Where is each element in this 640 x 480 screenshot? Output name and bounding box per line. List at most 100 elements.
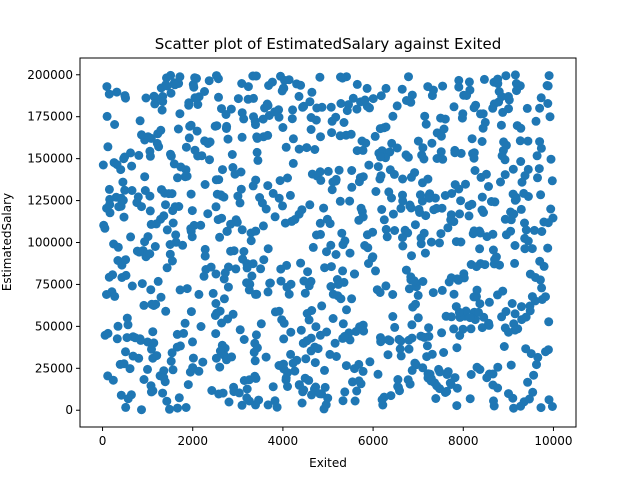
data-point: [244, 285, 254, 295]
data-point: [113, 321, 123, 331]
data-point: [166, 70, 176, 80]
data-point: [250, 356, 260, 366]
data-point: [529, 225, 539, 235]
data-point: [137, 130, 146, 140]
data-point: [190, 73, 200, 83]
data-point: [508, 164, 518, 174]
data-point: [288, 358, 298, 368]
data-point: [531, 273, 540, 282]
data-point: [145, 249, 155, 259]
data-point: [242, 278, 252, 288]
data-point: [263, 400, 273, 410]
data-point: [308, 242, 318, 252]
data-point: [270, 396, 280, 406]
data-point: [316, 175, 326, 185]
data-point: [452, 401, 462, 411]
data-point: [188, 353, 198, 363]
data-point: [198, 357, 208, 367]
data-point: [469, 103, 479, 113]
data-point: [203, 209, 213, 219]
data-point: [376, 333, 385, 343]
data-point: [387, 193, 396, 203]
data-point: [354, 376, 364, 386]
data-point: [159, 211, 169, 221]
data-point: [184, 100, 194, 110]
data-point: [194, 366, 204, 376]
data-point: [403, 152, 413, 162]
data-point: [153, 276, 163, 286]
data-point: [170, 202, 180, 212]
data-point: [424, 193, 434, 203]
data-point: [162, 81, 172, 91]
data-point: [370, 131, 380, 141]
data-point: [300, 288, 310, 298]
data-point: [211, 353, 221, 363]
data-point: [166, 151, 176, 161]
data-point: [258, 221, 268, 231]
data-point: [376, 152, 385, 162]
data-point: [121, 255, 131, 265]
data-point: [100, 223, 110, 233]
data-point: [220, 268, 230, 278]
data-point: [311, 322, 321, 332]
data-point: [517, 302, 526, 312]
data-point: [322, 214, 332, 224]
data-point: [235, 325, 245, 335]
data-point: [268, 382, 278, 392]
data-point: [135, 334, 145, 344]
data-point: [133, 192, 143, 202]
data-point: [172, 342, 182, 352]
data-point: [152, 351, 162, 361]
data-point: [164, 189, 174, 199]
data-point: [159, 366, 169, 376]
data-point: [535, 137, 545, 147]
data-point: [214, 92, 223, 102]
data-point: [315, 389, 325, 399]
data-point: [452, 343, 462, 353]
data-point: [233, 94, 243, 104]
data-point: [404, 72, 413, 82]
data-point: [270, 212, 280, 222]
data-point: [304, 375, 314, 385]
data-point: [439, 124, 449, 134]
data-point: [447, 189, 457, 198]
data-point: [489, 396, 498, 406]
x-axis-label: Exited: [309, 456, 347, 470]
data-point: [167, 256, 177, 266]
chart-title: Scatter plot of EstimatedSalary against …: [155, 35, 502, 53]
data-point: [200, 87, 209, 96]
data-point: [410, 220, 420, 230]
data-point: [211, 269, 221, 279]
data-point: [323, 166, 333, 176]
data-point: [211, 329, 221, 339]
data-point: [312, 230, 321, 240]
data-point: [249, 347, 259, 357]
data-point: [388, 209, 398, 219]
data-point: [230, 169, 240, 179]
data-point: [381, 224, 391, 234]
data-point: [352, 386, 362, 396]
data-point: [409, 276, 419, 286]
data-point: [544, 317, 554, 327]
data-point: [297, 398, 307, 408]
data-point: [532, 151, 542, 161]
data-point: [358, 145, 368, 155]
data-point: [204, 76, 214, 86]
data-point: [454, 184, 464, 194]
y-tick-label: 175000: [27, 110, 73, 124]
data-point: [527, 292, 537, 302]
data-point: [351, 327, 361, 336]
data-point: [394, 334, 404, 344]
data-point: [290, 215, 300, 224]
data-point: [162, 263, 172, 273]
data-point: [170, 80, 180, 90]
data-point: [247, 271, 257, 281]
data-point: [119, 212, 129, 222]
data-point: [212, 71, 221, 81]
y-tick-label: 50000: [35, 319, 73, 333]
data-point: [500, 170, 510, 180]
data-point: [327, 116, 337, 126]
data-point: [288, 158, 298, 168]
data-point: [458, 109, 468, 119]
data-point: [327, 185, 337, 195]
